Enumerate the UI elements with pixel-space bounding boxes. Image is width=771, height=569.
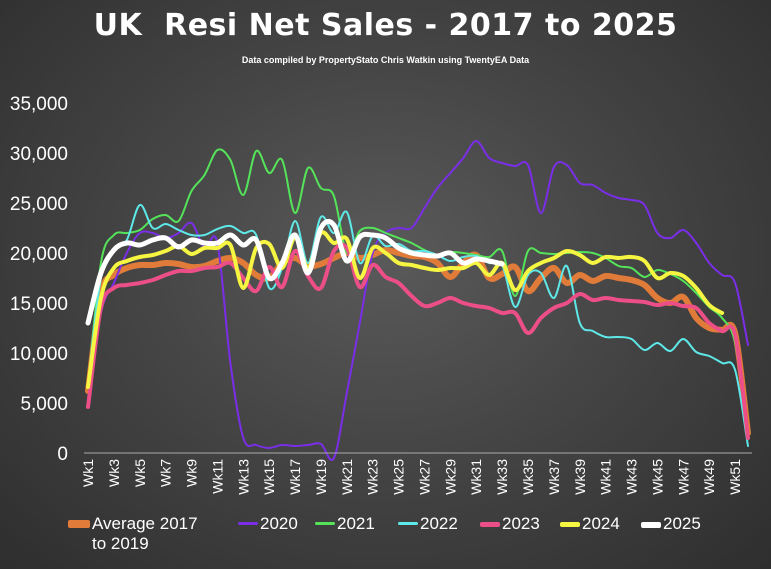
legend-item-2025: 2025 [641, 514, 701, 534]
series-line-2021 [87, 148, 749, 436]
series-line-2022 [87, 204, 749, 447]
x-tick-label: Wk19 [313, 459, 329, 495]
series-line-2020 [87, 140, 749, 461]
x-tick-label: Wk47 [675, 459, 691, 495]
legend-swatch-2023 [480, 522, 500, 527]
x-tick-label: Wk9 [184, 459, 200, 487]
x-tick-label: Wk31 [468, 459, 484, 495]
x-tick-label: Wk51 [727, 459, 743, 495]
x-tick-label: Wk3 [106, 459, 122, 487]
x-tick-label: Wk13 [235, 459, 251, 495]
x-tick-label: Wk43 [624, 459, 640, 495]
x-tick-label: Wk21 [339, 459, 355, 495]
x-tick-label: Wk15 [261, 459, 277, 495]
legend-swatch-2021 [315, 522, 335, 525]
legend-item-2023: 2023 [480, 514, 540, 534]
y-tick-label: 5,000 [20, 394, 68, 415]
chart-title: UK Resi Net Sales - 2017 to 2025 [93, 8, 678, 43]
x-tick-label: Wk49 [701, 459, 717, 495]
x-tick-label: Wk23 [365, 459, 381, 495]
y-axis-ticks: 0 5,000 10,000 15,000 20,000 25,000 30,000 35,0… [10, 94, 68, 465]
x-tick-label: Wk27 [416, 459, 432, 495]
legend-label-2024: 2024 [582, 514, 620, 533]
series-line-2024 [86, 230, 725, 389]
legend-swatch-2025 [641, 522, 661, 528]
legend-label-2020: 2020 [260, 514, 298, 533]
legend-item-2024: 2024 [560, 514, 620, 534]
legend-swatch-2022 [398, 522, 418, 525]
legend-item-2022: 2022 [398, 514, 458, 534]
legend-item-2021: 2021 [315, 514, 375, 534]
legend-item-average: Average 2017 to 2019 [68, 514, 198, 554]
y-tick-label: 15,000 [10, 294, 68, 315]
x-tick-label: Wk39 [572, 459, 588, 495]
series-line-2023 [86, 242, 750, 440]
y-tick-label: 25,000 [10, 194, 68, 215]
x-tick-label: Wk25 [391, 459, 407, 495]
x-tick-label: Wk7 [158, 459, 174, 487]
x-tick-label: Wk5 [132, 459, 148, 487]
series-lines [85, 140, 751, 461]
x-tick-label: Wk35 [520, 459, 536, 495]
legend-label-average: Average 2017 to 2019 [92, 514, 198, 553]
x-tick-label: Wk41 [598, 459, 614, 495]
legend-label-2025: 2025 [663, 514, 701, 533]
x-tick-label: Wk29 [442, 459, 458, 495]
legend-label-2021: 2021 [337, 514, 375, 533]
y-tick-label: 30,000 [10, 144, 68, 165]
series-line-average [85, 246, 751, 436]
y-tick-label: 35,000 [10, 94, 68, 115]
x-tick-label: Wk11 [209, 459, 225, 494]
x-tick-label: Wk37 [546, 459, 562, 495]
y-tick-label: 20,000 [10, 244, 68, 265]
legend-label-2022: 2022 [420, 514, 458, 533]
x-tick-label: Wk45 [649, 459, 665, 495]
legend-label-2023: 2023 [502, 514, 540, 533]
chart-subtitle: Data compiled by PropertyStato Chris Wat… [241, 55, 530, 65]
legend-swatch-2020 [238, 522, 258, 525]
y-tick-label: 0 [57, 444, 68, 465]
legend-swatch-average [68, 520, 90, 528]
legend-swatch-2024 [560, 522, 580, 527]
legend-item-2020: 2020 [238, 514, 298, 534]
y-tick-label: 10,000 [10, 344, 68, 365]
x-tick-label: Wk1 [80, 459, 96, 487]
x-axis-ticks: Wk1 Wk3 Wk5 Wk7 Wk9 Wk11 Wk13 Wk15 Wk17 Wk19 Wk21 W… [80, 459, 743, 495]
x-tick-label: Wk17 [287, 459, 303, 495]
x-tick-label: Wk33 [494, 459, 510, 495]
series-line-2025 [85, 218, 505, 326]
